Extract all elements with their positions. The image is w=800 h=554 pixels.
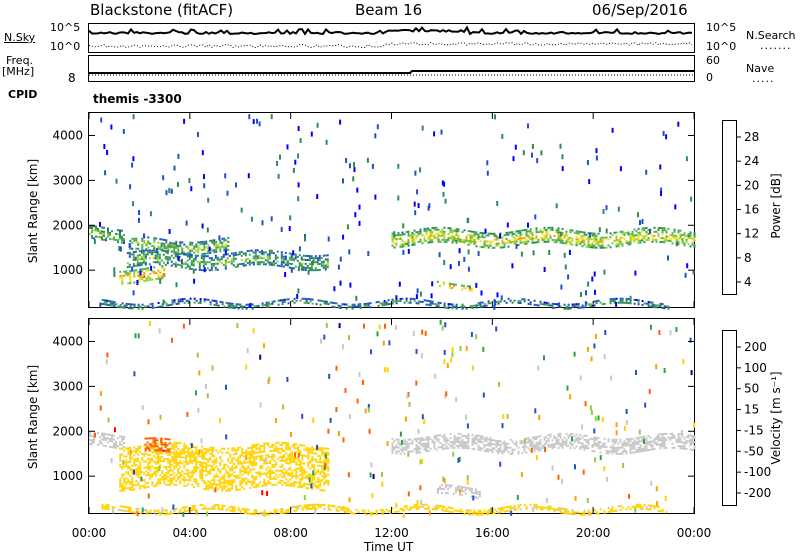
power-band-0	[89, 224, 125, 244]
power-band-3	[129, 236, 230, 256]
power-colorbar-tick-0: 28	[744, 130, 759, 144]
velocity-colorbar-tick-4: -15	[744, 423, 764, 437]
power-plot-frame	[88, 112, 695, 308]
xtick-label-2: 08:00	[273, 526, 308, 540]
time-xlabel: Time UT	[364, 540, 414, 554]
power-colorbar-tick-3: 16	[744, 203, 759, 217]
xtick-label-5: 20:00	[576, 526, 611, 540]
power-band-1	[119, 265, 166, 285]
velocity-band-2	[144, 437, 171, 453]
velocity-colorbar	[722, 330, 737, 506]
velocity-band-1	[119, 441, 330, 492]
velocity-band-3	[391, 432, 696, 455]
power-ytick-0: 4000	[52, 128, 83, 142]
velocity-colorbar-tick-6: -100	[744, 465, 771, 479]
xtick-label-6: 00:00	[677, 526, 712, 540]
freq-panel	[88, 55, 695, 82]
nave-tick-bottom: 0	[706, 71, 713, 84]
velocity-ytick-0: 4000	[52, 334, 83, 348]
power-colorbar	[722, 120, 737, 295]
velocity-ytick-2: 2000	[52, 424, 83, 438]
xtick-label-0: 00:00	[72, 526, 107, 540]
power-noise	[93, 114, 695, 310]
cpid-text: themis -3300	[93, 92, 182, 106]
nsky-ytick-top: 10^5	[50, 21, 81, 34]
nsearch-label: N.Search	[746, 29, 796, 42]
velocity-colorbar-tick-7: -200	[744, 486, 771, 500]
nave-tick-top: 60	[706, 54, 720, 67]
freq-tick: 8	[68, 71, 76, 85]
power-ytick-1: 3000	[52, 173, 83, 187]
freq-unit: [MHz]	[2, 65, 35, 78]
velocity-colorbar-tick-2: 50	[744, 382, 759, 396]
velocity-colorbar-tick-3: 15	[744, 403, 759, 417]
nave-legend-dots: .....	[752, 72, 775, 85]
nsearch-ytick-bottom: 10^0	[706, 40, 737, 53]
freq-label: Freq.	[6, 54, 34, 67]
date-title: 06/Sep/2016	[592, 1, 688, 19]
nsky-ytick-bottom: 10^0	[50, 40, 81, 53]
station-title: Blackstone (fitACF)	[90, 1, 234, 19]
power-band-6	[101, 297, 670, 310]
power-colorbar-tick-1: 24	[744, 154, 759, 168]
freq-trace	[89, 70, 694, 74]
velocity-ytick-1: 3000	[52, 379, 83, 393]
power-band-4	[391, 226, 696, 249]
nsearch-ytick-top: 10^5	[706, 21, 737, 34]
velocity-ytick-3: 1000	[52, 469, 83, 483]
nsky-label: N.Sky	[4, 31, 36, 44]
power-colorbar-tick-5: 8	[744, 251, 752, 265]
beam-title: Beam 16	[355, 1, 423, 19]
nsearch-trace	[88, 41, 693, 49]
velocity-noise	[94, 319, 696, 518]
nsky-panel	[88, 23, 695, 53]
power-ytick-3: 1000	[52, 263, 83, 277]
xtick-label-4: 16:00	[475, 526, 510, 540]
power-band-5	[436, 280, 473, 292]
xtick-label-3: 12:00	[374, 526, 409, 540]
nsearch-legend-dots: .......	[760, 39, 792, 52]
power-colorbar-tick-6: 4	[744, 275, 752, 289]
velocity-colorbar-tick-5: -50	[744, 444, 764, 458]
velocity-colorbar-tick-0: 200	[744, 340, 767, 354]
xtick-label-1: 04:00	[173, 526, 208, 540]
cpid-label: CPID	[8, 88, 38, 101]
velocity-band-5	[101, 503, 668, 516]
power-ytick-2: 2000	[52, 218, 83, 232]
nsky-trace	[88, 25, 693, 36]
power-colorbar-tick-4: 12	[744, 227, 759, 241]
nave-label: Nave	[746, 62, 775, 75]
velocity-colorbar-tick-1: 100	[744, 361, 767, 375]
power-band-2	[126, 249, 329, 272]
power-colorbar-tick-2: 20	[744, 178, 759, 192]
